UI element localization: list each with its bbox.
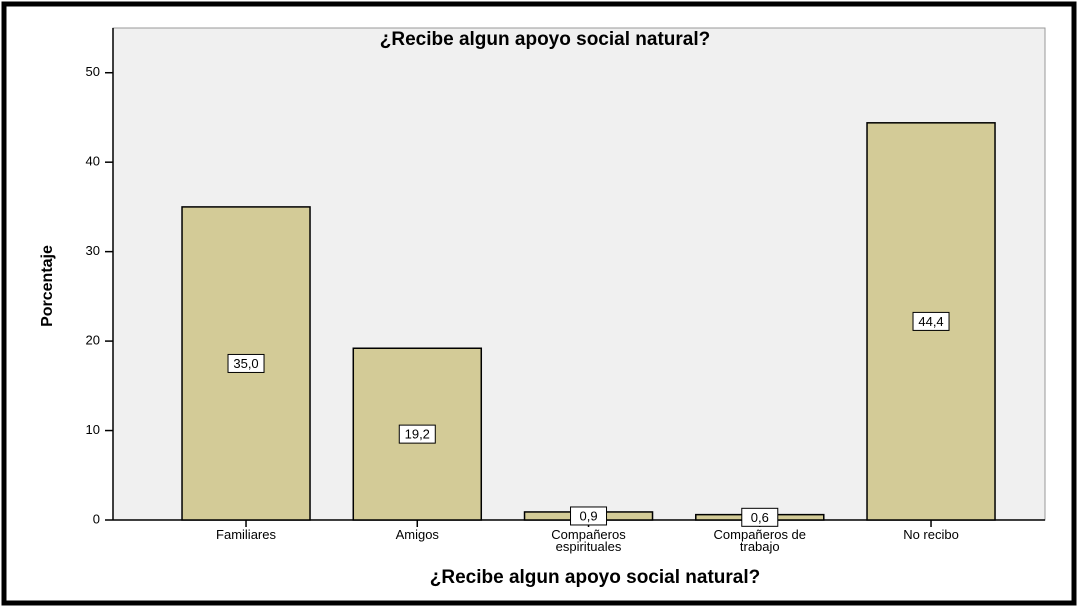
value-label: 35,0: [233, 356, 258, 371]
value-label: 44,4: [918, 314, 943, 329]
y-tick-label: 40: [86, 154, 100, 169]
x-tick-label: Compañeros de trabajo: [713, 529, 807, 554]
value-label: 0,9: [579, 508, 597, 523]
y-tick-label: 30: [86, 243, 100, 258]
y-tick-label: 50: [86, 64, 100, 79]
y-tick-label: 10: [86, 422, 100, 437]
y-tick-label: 0: [93, 511, 100, 526]
x-tick-label-box: Amigos: [395, 529, 439, 542]
value-label-box: [912, 311, 950, 331]
chart-title: ¿Recibe algun apoyo social natural?: [380, 29, 710, 50]
x-tick-label-box: No recibo: [903, 529, 959, 542]
x-tick-label-box: Familiares: [216, 529, 276, 542]
x-tick-label: Familiares: [216, 529, 276, 542]
x-tick-label: Amigos: [395, 529, 439, 542]
x-tick-label-box: Compañeros de trabajo: [713, 529, 807, 554]
x-tick-label: Compañeros espirituales: [551, 529, 626, 554]
x-axis-label: ¿Recibe algun apoyo social natural?: [430, 567, 760, 588]
x-tick-label: No recibo: [903, 529, 959, 542]
value-label-box: [741, 507, 779, 527]
y-tick-label: 20: [86, 333, 100, 348]
value-label-box: [227, 353, 265, 373]
value-label-box: [398, 424, 436, 444]
x-tick-label-box: Compañeros espirituales: [551, 529, 626, 554]
value-label-box: [570, 506, 608, 526]
value-label: 19,2: [405, 427, 430, 442]
value-label: 0,6: [751, 510, 769, 525]
y-axis-label: Porcentaje: [39, 245, 56, 327]
